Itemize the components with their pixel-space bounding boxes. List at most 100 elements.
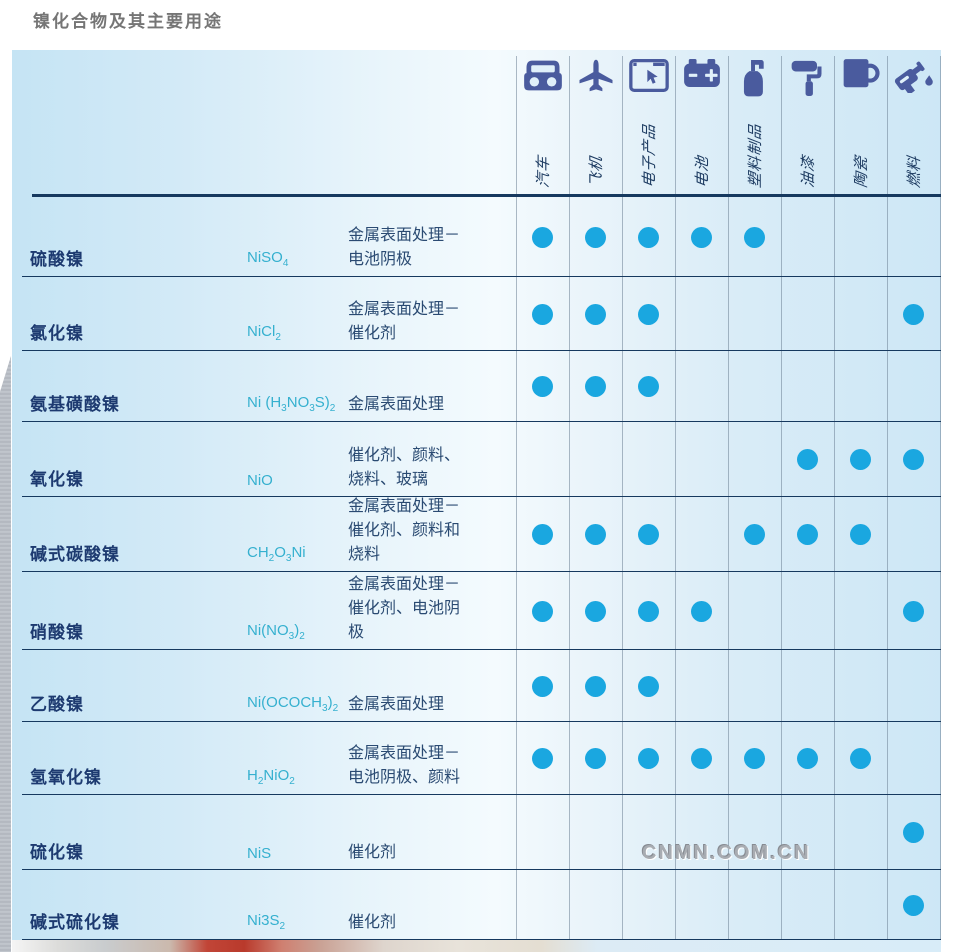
grid-vline: [887, 56, 888, 940]
usage-cell: [728, 870, 781, 940]
table-header: 汽车 飞机 电子产品 电池 塑料制品 油漆 陶瓷 燃料: [12, 50, 941, 197]
usage-dot: [532, 303, 553, 325]
usage-dot: [850, 524, 871, 545]
usage-cell: [622, 870, 675, 940]
watermark: CNMN.COM.CN: [642, 842, 811, 864]
compound-use: 金属表面处理－催化剂: [348, 301, 461, 342]
usage-cell: [887, 497, 940, 572]
usage-cell: [516, 497, 569, 572]
usage-cell: [516, 572, 569, 650]
usage-cell: [728, 277, 781, 351]
usage-cell: [675, 197, 728, 277]
usage-cell: [834, 197, 887, 277]
usage-cell: [887, 422, 940, 497]
page-edge-texture: [0, 356, 11, 952]
table-rows: 硫酸镍 NiSO4 金属表面处理－电池阴极 氯化镍 NiCl2 金属表面处理－催化剂 氨基磺…: [12, 197, 941, 940]
usage-cell: [675, 722, 728, 795]
fuel-nozzle-icon: [894, 59, 934, 95]
plane-icon: [578, 59, 614, 95]
bottom-photo-strip: [12, 940, 941, 952]
usage-cell: [622, 197, 675, 277]
usage-cell: [675, 572, 728, 650]
grid-vline: [569, 56, 570, 940]
usage-dot: [638, 600, 659, 622]
usage-dots-row: [516, 795, 940, 870]
compound-formula: Ni(OCOCH3)2: [247, 694, 339, 714]
usage-cell: [834, 722, 887, 795]
row-rule: [22, 939, 941, 940]
usage-dots-row: [516, 497, 940, 572]
usage-cell: [834, 351, 887, 422]
table-row: 碱式硫化镍 Ni3S2 催化剂: [12, 870, 941, 940]
compound-use: 金属表面处理－催化剂、电池阴极: [348, 576, 461, 641]
compound-name: 硫化镍: [30, 843, 84, 862]
header-cell: 陶瓷: [834, 50, 887, 197]
usage-dot: [638, 376, 659, 397]
usage-cell: [516, 351, 569, 422]
grid-vline: [728, 56, 729, 940]
header-label: 塑料制品: [746, 122, 764, 189]
usage-dots-row: [516, 277, 940, 351]
usage-cell: [569, 422, 622, 497]
compound-usage-table: 汽车 飞机 电子产品 电池 塑料制品 油漆 陶瓷 燃料 硫酸镍 NiSO4 金属表面处理－电池阴极…: [12, 50, 941, 940]
usage-dot: [638, 226, 659, 248]
compound-use: 金属表面处理－电池阴极、颜料: [348, 745, 461, 786]
usage-dot: [797, 449, 818, 470]
usage-cell: [569, 497, 622, 572]
usage-cell: [728, 650, 781, 722]
compound-use: 金属表面处理－催化剂、颜料和烧料: [348, 498, 461, 563]
compound-use: 催化剂: [348, 844, 397, 861]
compound-name: 乙酸镍: [30, 695, 84, 714]
usage-cell: [622, 572, 675, 650]
usage-cell: [887, 722, 940, 795]
usage-dot: [532, 675, 553, 697]
compound-use: 金属表面处理: [348, 696, 445, 713]
usage-cell: [622, 277, 675, 351]
row-rule: [22, 276, 941, 277]
usage-cell: [781, 650, 834, 722]
usage-dot: [585, 376, 606, 397]
row-rule: [22, 571, 941, 572]
usage-cell: [622, 497, 675, 572]
usage-dot: [532, 748, 553, 769]
grid-vline: [675, 56, 676, 940]
header-label: 陶瓷: [852, 154, 870, 189]
compound-formula: Ni(NO3)2: [247, 622, 305, 642]
table-row: 硝酸镍 Ni(NO3)2 金属表面处理－催化剂、电池阴极: [12, 572, 941, 650]
usage-cell: [569, 722, 622, 795]
compound-use: 催化剂: [348, 914, 397, 931]
usage-cell: [622, 650, 675, 722]
usage-cell: [622, 351, 675, 422]
usage-cell: [516, 650, 569, 722]
compound-formula: Ni3S2: [247, 912, 286, 932]
usage-cell: [781, 351, 834, 422]
compound-use: 催化剂、颜料、烧料、玻璃: [348, 447, 461, 488]
usage-dots-row: [516, 572, 940, 650]
usage-dot: [797, 748, 818, 769]
header-label: 电子产品: [640, 122, 658, 189]
usage-cell: [675, 422, 728, 497]
compound-name: 硝酸镍: [30, 623, 84, 642]
header-label: 油漆: [799, 154, 817, 189]
usage-cell: [569, 870, 622, 940]
usage-cell: [887, 351, 940, 422]
usage-dot: [585, 226, 606, 248]
paint-roller-icon: [790, 59, 826, 97]
table-row: 氧化镍 NiO 催化剂、颜料、烧料、玻璃: [12, 422, 941, 497]
usage-cell: [887, 870, 940, 940]
header-label: 燃料: [905, 154, 923, 189]
table-row: 氨基磺酸镍 Ni (H3NO3S)2 金属表面处理: [12, 351, 941, 422]
usage-dot: [532, 226, 553, 248]
compound-use: 金属表面处理－电池阴极: [348, 227, 461, 268]
usage-dot: [903, 822, 924, 843]
usage-cell: [675, 351, 728, 422]
row-rule: [22, 350, 941, 351]
usage-cell: [781, 197, 834, 277]
usage-cell: [569, 795, 622, 870]
compound-formula: NiCl2: [247, 323, 281, 343]
header-cell: 油漆: [781, 50, 834, 197]
row-rule: [22, 496, 941, 497]
usage-dot: [638, 303, 659, 325]
usage-cell: [834, 650, 887, 722]
header-rule: [32, 194, 941, 197]
